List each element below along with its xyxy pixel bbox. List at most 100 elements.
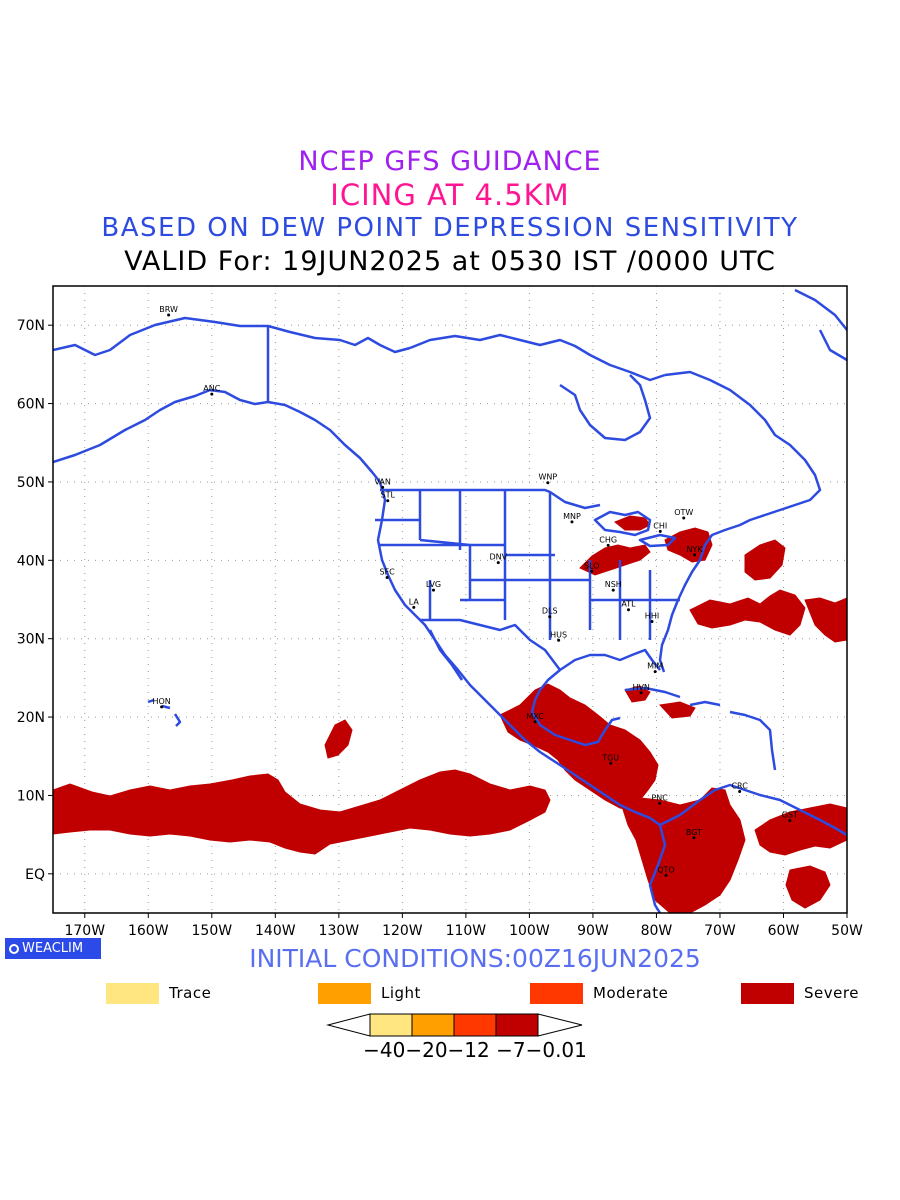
lon-tick-label: 130W xyxy=(319,923,360,939)
colorbar-right-arrow xyxy=(537,1013,583,1037)
station-label: VAN xyxy=(374,477,390,486)
colorbar xyxy=(326,1013,583,1037)
station-label: BRW xyxy=(159,305,178,314)
colorbar-segment-severe xyxy=(495,1013,539,1037)
station-label: MNP xyxy=(563,512,581,521)
station-marker xyxy=(496,561,500,565)
station-marker xyxy=(160,705,164,709)
lon-tick-label: 70W xyxy=(704,923,736,939)
legend-swatch xyxy=(106,983,159,1004)
lat-tick-label: 50N xyxy=(17,475,45,491)
lat-tick-label: 30N xyxy=(17,632,45,648)
colorbar-labels: −40−20−12 −7−0.01 xyxy=(363,1038,587,1062)
legend-label: Light xyxy=(381,984,421,1002)
station-marker xyxy=(386,499,390,503)
station-marker xyxy=(167,313,171,317)
station-marker xyxy=(210,392,214,396)
station-label: NSH xyxy=(605,580,622,589)
lat-tick-label: EQ xyxy=(25,867,45,883)
station-marker xyxy=(738,790,742,794)
legend-swatch xyxy=(741,983,794,1004)
station-label: HON xyxy=(152,697,170,706)
lon-tick-label: 100W xyxy=(509,923,550,939)
station-marker xyxy=(788,819,792,823)
title-line-1: NCEP GFS GUIDANCE xyxy=(298,146,602,177)
station-marker xyxy=(381,485,385,489)
legend-swatch xyxy=(318,983,371,1004)
station-label: MIM xyxy=(647,662,663,671)
station-label: STL xyxy=(381,491,396,500)
station-marker xyxy=(590,569,594,573)
lon-tick-label: 60W xyxy=(768,923,800,939)
station-marker xyxy=(412,605,416,609)
station-marker xyxy=(658,801,662,805)
station-marker xyxy=(557,638,561,642)
station-marker xyxy=(546,481,550,485)
station-marker xyxy=(650,619,654,623)
station-label: NYK xyxy=(686,545,703,554)
station-label: DNV xyxy=(489,553,507,562)
station-label: MXC xyxy=(526,712,544,721)
station-label: BGT xyxy=(686,828,702,837)
station-label: HHI xyxy=(645,611,659,620)
lon-tick-label: 90W xyxy=(577,923,609,939)
station-label: QTO xyxy=(657,865,674,874)
weaclim-logo: WEACLIM xyxy=(5,938,101,959)
lon-tick-label: 160W xyxy=(128,923,169,939)
map-frame xyxy=(52,285,848,914)
station-label: LVG xyxy=(426,580,441,589)
logo-circle-icon xyxy=(9,944,19,954)
title-line-2: ICING AT 4.5KM xyxy=(330,178,570,212)
axis-ticks: 170W 160W 150W 140W 130W 120W 110W 100W 90W 80W 70… xyxy=(17,318,863,939)
station-label: SLO xyxy=(584,561,600,570)
station-label: ATL xyxy=(621,600,636,609)
lon-tick-label: 50W xyxy=(831,923,863,939)
colorbar-segment-moderate xyxy=(453,1013,497,1037)
station-marker xyxy=(682,516,686,520)
lon-tick-label: 150W xyxy=(192,923,233,939)
station-label: DLS xyxy=(542,607,558,616)
station-label: PNC xyxy=(651,793,668,802)
station-marker xyxy=(639,691,643,695)
station-marker xyxy=(653,670,657,674)
station-label: WNP xyxy=(538,473,557,482)
station-marker xyxy=(664,873,668,877)
legend-label: Trace xyxy=(169,984,212,1002)
station-marker xyxy=(570,520,574,524)
brand-name: WEACLIM xyxy=(22,941,84,956)
station-marker xyxy=(606,543,610,547)
station-marker xyxy=(431,588,435,592)
station-marker xyxy=(693,553,697,557)
station-label: ANC xyxy=(203,384,220,393)
station-label: HUS xyxy=(550,630,567,639)
station-label: LA xyxy=(409,597,420,606)
station-label: CHI xyxy=(653,521,667,530)
station-marker xyxy=(611,588,615,592)
legend-label: Moderate xyxy=(593,984,669,1002)
lat-tick-label: 20N xyxy=(17,710,45,726)
title-line-3: BASED ON DEW POINT DEPRESSION SENSITIVIT… xyxy=(101,213,799,243)
legend-label: Severe xyxy=(804,984,859,1002)
lat-tick-label: 10N xyxy=(17,788,45,804)
colorbar-segment-trace xyxy=(369,1013,413,1037)
lat-tick-label: 40N xyxy=(17,553,45,569)
station-label: CHG xyxy=(599,535,617,544)
station-label: OTW xyxy=(674,508,693,517)
station-marker xyxy=(626,608,630,612)
station-marker xyxy=(548,615,552,619)
station-label: TGU xyxy=(601,753,619,762)
station-marker xyxy=(533,720,537,724)
station-labels: ANC BRW VAN STL WNP MNP CHG OTW CHI NYK SLO SFC LVG D… xyxy=(152,305,798,877)
station-label: GST xyxy=(782,811,798,820)
lon-tick-label: 140W xyxy=(255,923,296,939)
station-label: SFC xyxy=(379,568,395,577)
severe-icing-areas xyxy=(53,515,847,913)
lat-tick-label: 70N xyxy=(17,318,45,334)
station-label: CRC xyxy=(731,782,748,791)
lon-tick-label: 170W xyxy=(64,923,105,939)
station-marker xyxy=(385,576,389,580)
lon-tick-label: 110W xyxy=(446,923,487,939)
valid-time: VALID For: 19JUN2025 at 0530 IST /0000 U… xyxy=(124,246,776,277)
station-marker xyxy=(692,836,696,840)
lon-tick-label: 80W xyxy=(641,923,673,939)
